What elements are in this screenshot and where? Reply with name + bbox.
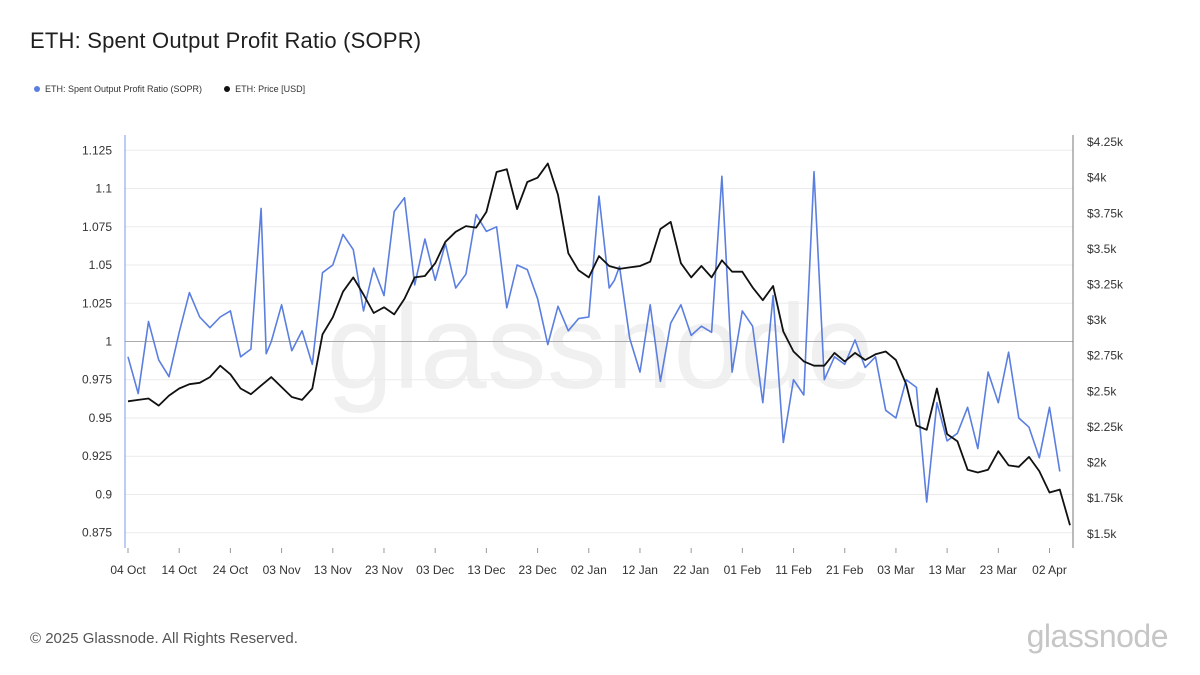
x-tick-label: 03 Nov [263,563,301,577]
chart-title: ETH: Spent Output Profit Ratio (SOPR) [30,28,422,53]
x-tick-label: 03 Dec [416,563,454,577]
y-left-tick-label: 0.9 [95,487,112,501]
y-left-tick-label: 1.125 [82,143,112,157]
y-right-tick-label: $1.75k [1087,491,1124,505]
x-tick-label: 23 Mar [980,563,1017,577]
y-axis-left: 0.875 0.9 0.925 0.95 0.975 1 1.025 1.05 1.075 1.1… [82,143,112,539]
legend-item-price[interactable]: ETH: Price [USD] [224,84,305,94]
y-right-tick-label: $2.75k [1087,349,1124,363]
x-axis: 04 Oct 14 Oct 24 Oct 03 Nov 13 Nov 23 Nov 03 D… [110,548,1067,577]
x-tick-label: 13 Nov [314,563,352,577]
x-tick-label: 22 Jan [673,563,709,577]
brand-logo: glassnode [1026,618,1169,654]
y-right-tick-label: $1.5k [1087,527,1117,541]
x-tick-label: 03 Mar [877,563,914,577]
y-right-tick-label: $2k [1087,456,1107,470]
y-right-tick-label: $4.25k [1087,135,1124,149]
x-tick-label: 21 Feb [826,563,864,577]
legend-label-sopr: ETH: Spent Output Profit Ratio (SOPR) [45,84,203,94]
legend-dot-sopr [34,86,40,92]
y-right-tick-label: $2.5k [1087,384,1117,398]
x-tick-label: 23 Dec [519,563,557,577]
y-right-tick-label: $3.25k [1087,278,1124,292]
sopr-line[interactable] [127,170,1061,503]
x-tick-label: 13 Dec [467,563,505,577]
y-right-tick-label: $4k [1087,171,1107,185]
x-tick-label: 02 Apr [1032,563,1067,577]
x-tick-label: 04 Oct [110,563,146,577]
x-tick-label: 13 Mar [928,563,965,577]
y-left-tick-label: 1.1 [95,182,112,196]
x-tick-label: 24 Oct [213,563,249,577]
price-line[interactable] [127,162,1071,526]
x-tick-label: 11 Feb [775,563,812,577]
x-tick-label: 14 Oct [162,563,198,577]
y-right-tick-label: $3.5k [1087,242,1117,256]
legend: ETH: Spent Output Profit Ratio (SOPR) ET… [34,84,305,94]
watermark: glassnode [326,280,873,414]
x-tick-label: 12 Jan [622,563,658,577]
x-tick-label: 23 Nov [365,563,403,577]
x-tick-label: 01 Feb [724,563,762,577]
y-left-tick-label: 0.95 [89,411,113,425]
y-left-tick-label: 0.875 [82,526,112,540]
copyright-footer: © 2025 Glassnode. All Rights Reserved. [30,630,298,647]
legend-label-price: ETH: Price [USD] [235,84,306,94]
legend-item-sopr[interactable]: ETH: Spent Output Profit Ratio (SOPR) [34,84,202,94]
y-left-tick-label: 1.025 [82,296,112,310]
y-right-tick-label: $2.25k [1087,420,1124,434]
legend-dot-price [224,86,231,92]
y-right-tick-label: $3k [1087,313,1107,327]
y-left-tick-label: 1 [105,335,112,349]
y-left-tick-label: 0.975 [82,373,112,387]
y-axis-right: $1.5k $1.75k $2k $2.25k $2.5k $2.75k $3k $3.25k… [1087,135,1124,541]
y-left-tick-label: 1.05 [89,258,113,272]
y-right-tick-label: $3.75k [1087,206,1124,220]
x-tick-label: 02 Jan [571,563,607,577]
y-left-tick-label: 0.925 [82,449,112,463]
y-left-tick-label: 1.075 [82,220,112,234]
